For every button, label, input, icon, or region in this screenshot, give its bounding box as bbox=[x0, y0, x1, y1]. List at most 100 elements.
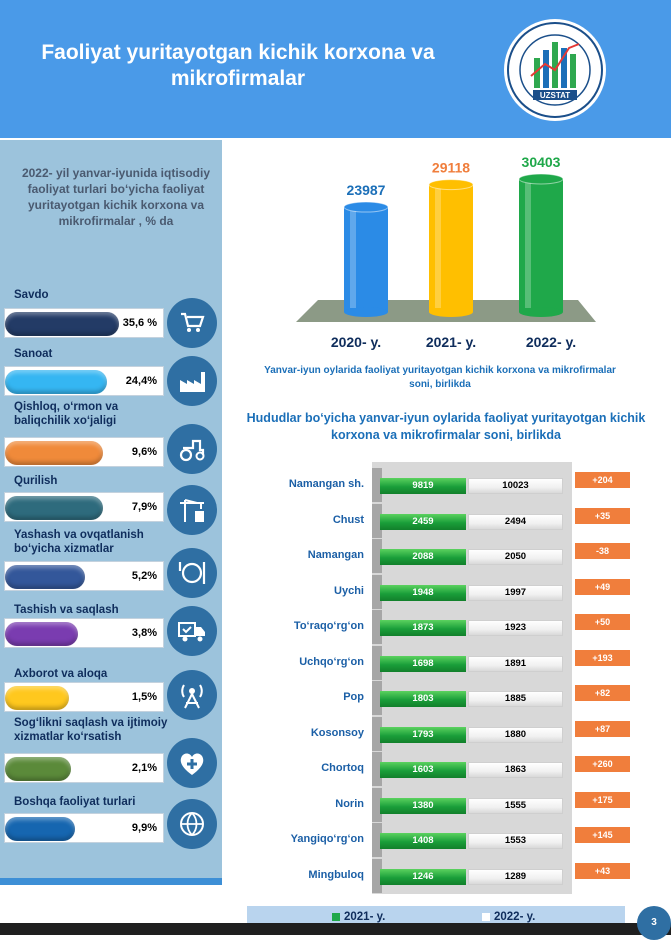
region-bar-2021: 1803 bbox=[380, 691, 466, 707]
region-bar-2021: 1698 bbox=[380, 655, 466, 672]
region-name: Uychi bbox=[334, 584, 364, 597]
region-name: Kosonsoy bbox=[310, 726, 364, 739]
region-row: Norin 1380 1555 +175 bbox=[232, 787, 662, 822]
region-value-2021: 2459 bbox=[412, 515, 434, 527]
region-name: Namangan sh. bbox=[288, 478, 364, 490]
region-bar-base bbox=[372, 787, 382, 822]
delivery-truck-icon bbox=[167, 606, 217, 656]
region-bar-2021: 2459 bbox=[380, 513, 466, 530]
region-bar-2022: 1891 bbox=[468, 655, 563, 672]
region-value-2022: 2050 bbox=[504, 551, 527, 562]
region-bar-2022: 1885 bbox=[468, 691, 563, 707]
activity-breakdown-panel: 2022- yil yanvar-iyunida iqtisodiy faoli… bbox=[0, 140, 222, 880]
year-bar bbox=[343, 201, 389, 317]
health-heart-icon bbox=[167, 738, 217, 788]
region-value-2021: 1793 bbox=[412, 728, 434, 740]
category-share-bar bbox=[5, 370, 107, 394]
dining-icon bbox=[167, 548, 217, 598]
category-label: Qurilish bbox=[14, 475, 58, 487]
year-bar-highlight bbox=[350, 211, 356, 308]
region-value-2022: 1553 bbox=[504, 835, 527, 846]
region-row: Chortoq 1603 1863 +260 bbox=[232, 752, 662, 786]
year-bar-value-label: 29118 bbox=[432, 160, 470, 176]
region-bar-2022: 10023 bbox=[468, 478, 563, 494]
region-name: Yangiqo‘rg‘on bbox=[290, 833, 364, 845]
region-value-2021: 2088 bbox=[412, 551, 434, 562]
region-bar-base bbox=[372, 858, 382, 893]
region-bar-2021: 1948 bbox=[380, 584, 466, 601]
region-name: Chortoq bbox=[321, 762, 364, 774]
category-share-value: 9,6% bbox=[131, 446, 157, 458]
year-category-label: 2020- y. bbox=[331, 334, 381, 350]
region-bar-2021: 1380 bbox=[380, 797, 466, 814]
crane-icon bbox=[167, 485, 217, 535]
region-bar-base bbox=[372, 610, 382, 644]
category-share-value: 7,9% bbox=[131, 501, 157, 513]
region-name: Namangan bbox=[307, 549, 364, 561]
region-row: Chust 2459 2494 +35 bbox=[232, 503, 662, 538]
breakdown-title: 2022- yil yanvar-iyunida iqtisodiy faoli… bbox=[21, 166, 211, 228]
region-bar-2022: 1863 bbox=[468, 762, 563, 778]
region-value-2022: 1885 bbox=[504, 693, 527, 704]
region-value-2021: 1408 bbox=[412, 835, 434, 846]
category-share-bar bbox=[5, 686, 69, 710]
region-value-2021: 1380 bbox=[412, 799, 434, 811]
category-value-box: 2,1% bbox=[4, 753, 164, 783]
region-bar-base bbox=[372, 681, 382, 715]
region-row: Kosonsoy 1793 1880 +87 bbox=[232, 716, 662, 751]
year-category-label: 2022- y. bbox=[526, 334, 576, 350]
region-bar-2022: 1553 bbox=[468, 833, 563, 849]
category-value-box: 24,4% bbox=[4, 366, 164, 396]
category-value-box: 9,9% bbox=[4, 813, 164, 843]
legend-label-2021: 2021- y. bbox=[344, 911, 386, 923]
category-label: Tashish va saqlash bbox=[14, 604, 119, 616]
globe-icon bbox=[167, 799, 217, 849]
year-bar bbox=[428, 179, 474, 317]
year-bar-top bbox=[518, 173, 564, 185]
header-banner: Faoliyat yuritayotgan kichik korxona va … bbox=[0, 0, 671, 138]
region-name: Pop bbox=[343, 691, 364, 703]
region-bar-2021: 2088 bbox=[380, 549, 466, 565]
category-share-bar bbox=[5, 757, 71, 781]
region-difference: +87 bbox=[575, 720, 630, 737]
region-name: Norin bbox=[335, 797, 364, 810]
region-value-2021: 1873 bbox=[412, 622, 434, 633]
category-share-value: 1,5% bbox=[131, 691, 157, 703]
region-bar-2022: 2494 bbox=[468, 513, 563, 530]
year-bar-body bbox=[519, 178, 563, 312]
region-bar-2021: 9819 bbox=[380, 478, 466, 494]
year-bar bbox=[518, 173, 564, 317]
region-value-2021: 1603 bbox=[412, 764, 434, 775]
category-share-bar bbox=[5, 565, 85, 589]
category-share-bar bbox=[5, 622, 78, 646]
category-share-value: 35,6 % bbox=[122, 317, 157, 329]
category-value-box: 7,9% bbox=[4, 492, 164, 522]
region-bar-base bbox=[372, 539, 382, 573]
antenna-icon bbox=[167, 670, 217, 720]
region-name: Uchqo‘rg‘on bbox=[299, 655, 364, 668]
category-share-bar bbox=[5, 441, 103, 465]
category-share-bar bbox=[5, 817, 75, 841]
logo-brand-text: UZSTAT bbox=[540, 91, 570, 100]
region-row: Uychi 1948 1997 +49 bbox=[232, 574, 662, 609]
region-difference: +260 bbox=[575, 756, 630, 772]
legend-swatch-2022 bbox=[482, 912, 490, 921]
region-row: To‘raqo‘rg‘on 1873 1923 +50 bbox=[232, 610, 662, 644]
page-number-badge: 3 bbox=[637, 906, 671, 940]
category-share-value: 9,9% bbox=[131, 822, 157, 834]
regional-chart-background bbox=[372, 462, 572, 894]
category-label: Qishloq, o‘rmon va baliqchilik xo‘jaligi bbox=[14, 401, 119, 427]
region-value-2022: 1863 bbox=[504, 764, 527, 775]
region-bar-2021: 1603 bbox=[380, 762, 466, 778]
category-label: Sog‘likni saqlash va ijtimoiy xizmatlar … bbox=[14, 717, 168, 743]
legend-item-2022: 2022- y. bbox=[482, 911, 535, 923]
region-row: Namangan sh. 9819 10023 +204 bbox=[232, 468, 662, 502]
legend-label-2022: 2022- y. bbox=[494, 911, 536, 923]
region-bar-2022: 1923 bbox=[468, 620, 563, 636]
region-name: To‘raqo‘rg‘on bbox=[293, 620, 364, 632]
category-share-bar bbox=[5, 312, 119, 336]
region-row: Pop 1803 1885 +82 bbox=[232, 681, 662, 715]
region-difference: +145 bbox=[575, 827, 630, 843]
region-bar-2021: 1873 bbox=[380, 620, 466, 636]
region-value-2021: 9819 bbox=[412, 480, 434, 491]
